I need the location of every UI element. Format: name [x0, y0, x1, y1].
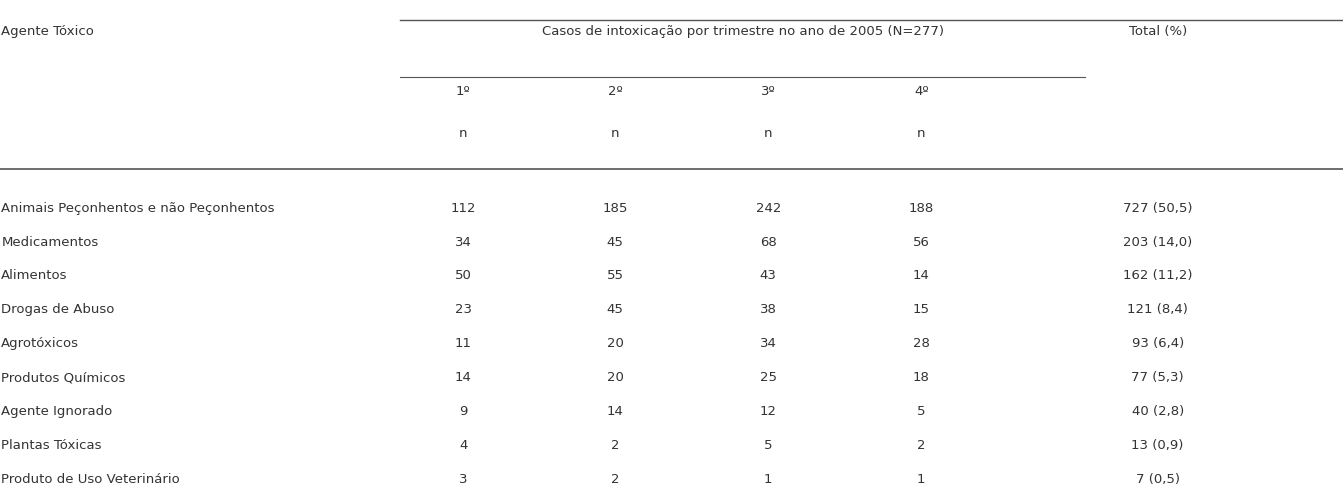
Text: 20: 20	[607, 371, 623, 384]
Text: Alimentos: Alimentos	[1, 269, 68, 282]
Text: Produtos Químicos: Produtos Químicos	[1, 371, 126, 384]
Text: 2º: 2º	[608, 85, 622, 98]
Text: 93 (6,4): 93 (6,4)	[1132, 337, 1183, 350]
Text: 2: 2	[611, 439, 619, 452]
Text: 3: 3	[459, 473, 467, 486]
Text: 11: 11	[455, 337, 471, 350]
Text: 14: 14	[455, 371, 471, 384]
Text: 18: 18	[913, 371, 929, 384]
Text: 3º: 3º	[761, 85, 775, 98]
Text: 203 (14,0): 203 (14,0)	[1123, 236, 1193, 249]
Text: 15: 15	[913, 303, 929, 316]
Text: 1: 1	[917, 473, 925, 486]
Text: Drogas de Abuso: Drogas de Abuso	[1, 303, 114, 316]
Text: 45: 45	[607, 236, 623, 249]
Text: 112: 112	[451, 202, 475, 215]
Text: 7 (0,5): 7 (0,5)	[1136, 473, 1179, 486]
Text: Medicamentos: Medicamentos	[1, 236, 98, 249]
Text: 43: 43	[760, 269, 776, 282]
Text: Plantas Tóxicas: Plantas Tóxicas	[1, 439, 102, 452]
Text: 68: 68	[760, 236, 776, 249]
Text: Animais Peçonhentos e não Peçonhentos: Animais Peçonhentos e não Peçonhentos	[1, 202, 275, 215]
Text: 34: 34	[455, 236, 471, 249]
Text: 5: 5	[764, 439, 772, 452]
Text: 9: 9	[459, 405, 467, 418]
Text: 55: 55	[607, 269, 623, 282]
Text: Agente Ignorado: Agente Ignorado	[1, 405, 113, 418]
Text: 77 (5,3): 77 (5,3)	[1131, 371, 1185, 384]
Text: 28: 28	[913, 337, 929, 350]
Text: Agente Tóxico: Agente Tóxico	[1, 25, 94, 38]
Text: 5: 5	[917, 405, 925, 418]
Text: 23: 23	[455, 303, 471, 316]
Text: 2: 2	[611, 473, 619, 486]
Text: 50: 50	[455, 269, 471, 282]
Text: 4: 4	[459, 439, 467, 452]
Text: 727 (50,5): 727 (50,5)	[1123, 202, 1193, 215]
Text: 40 (2,8): 40 (2,8)	[1132, 405, 1183, 418]
Text: 56: 56	[913, 236, 929, 249]
Text: n: n	[459, 127, 467, 140]
Text: Agrotóxicos: Agrotóxicos	[1, 337, 79, 350]
Text: 38: 38	[760, 303, 776, 316]
Text: 2: 2	[917, 439, 925, 452]
Text: 1º: 1º	[457, 85, 470, 98]
Text: 1: 1	[764, 473, 772, 486]
Text: 34: 34	[760, 337, 776, 350]
Text: 45: 45	[607, 303, 623, 316]
Text: 14: 14	[607, 405, 623, 418]
Text: 185: 185	[603, 202, 627, 215]
Text: 242: 242	[756, 202, 780, 215]
Text: 12: 12	[760, 405, 776, 418]
Text: Produto de Uso Veterinário: Produto de Uso Veterinário	[1, 473, 180, 486]
Text: Total (%): Total (%)	[1128, 25, 1187, 38]
Text: 4º: 4º	[915, 85, 928, 98]
Text: 20: 20	[607, 337, 623, 350]
Text: 121 (8,4): 121 (8,4)	[1127, 303, 1189, 316]
Text: 13 (0,9): 13 (0,9)	[1132, 439, 1183, 452]
Text: 25: 25	[760, 371, 776, 384]
Text: n: n	[611, 127, 619, 140]
Text: 188: 188	[909, 202, 933, 215]
Text: Casos de intoxicação por trimestre no ano de 2005 (N=277): Casos de intoxicação por trimestre no an…	[541, 25, 944, 38]
Text: n: n	[917, 127, 925, 140]
Text: 14: 14	[913, 269, 929, 282]
Text: n: n	[764, 127, 772, 140]
Text: 162 (11,2): 162 (11,2)	[1123, 269, 1193, 282]
